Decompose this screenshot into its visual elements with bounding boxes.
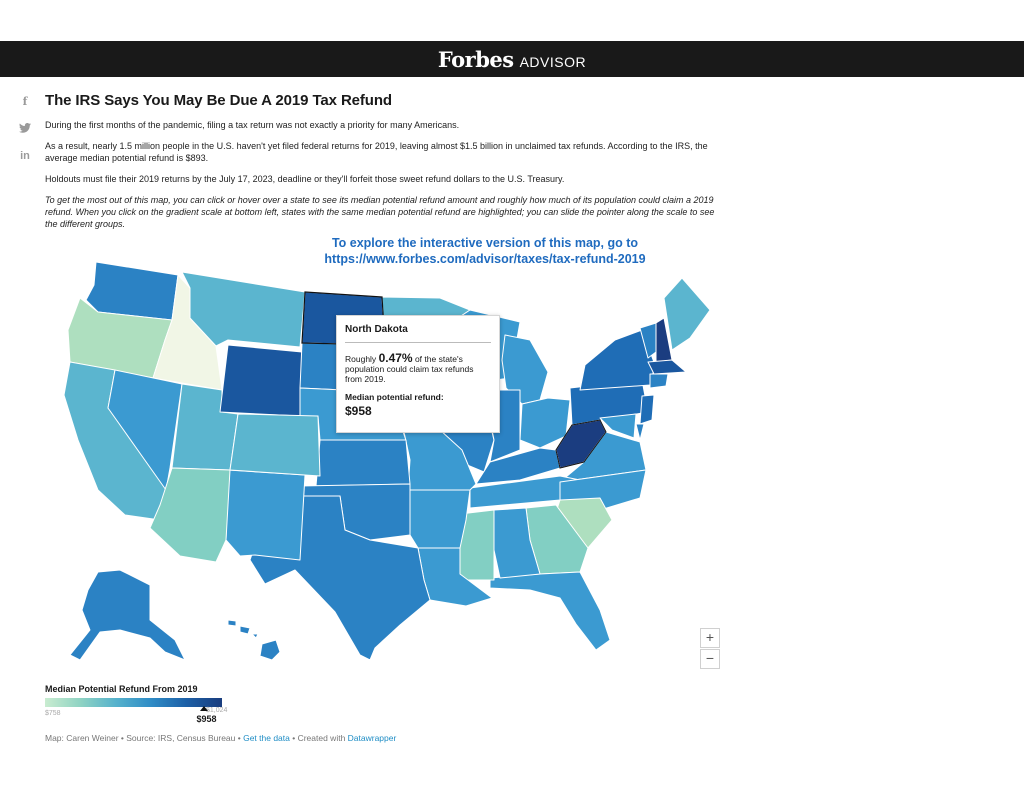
state-wa[interactable] <box>85 261 179 321</box>
brand-main: Forbes <box>437 46 514 72</box>
credits-middle: • Created with <box>289 733 348 743</box>
explore-note: To explore the interactive version of th… <box>300 235 670 267</box>
legend-max-label: $1,024 <box>206 707 228 714</box>
state-ks[interactable] <box>315 439 411 487</box>
state-ar[interactable] <box>407 489 471 549</box>
state-wy[interactable] <box>219 344 303 417</box>
tooltip-text-before: Roughly <box>345 354 379 364</box>
state-ct[interactable] <box>649 373 669 389</box>
paragraph-1: During the first months of the pandemic,… <box>45 120 460 130</box>
state-de[interactable] <box>635 423 645 441</box>
state-ma[interactable] <box>647 359 687 375</box>
state-nm[interactable] <box>225 469 306 561</box>
state-md[interactable] <box>599 413 637 439</box>
twitter-icon[interactable] <box>18 123 32 133</box>
legend-gradient-scale[interactable] <box>45 698 222 707</box>
state-me[interactable] <box>663 277 711 351</box>
legend-min-label: $758 <box>45 710 61 717</box>
state-tooltip: North Dakota Roughly 0.47% of the state'… <box>336 315 500 433</box>
tooltip-percent: 0.47% <box>378 351 413 365</box>
linkedin-glyph: in <box>20 150 30 162</box>
state-nj[interactable] <box>639 394 655 425</box>
paragraph-3: Holdouts must file their 2019 returns by… <box>45 174 565 184</box>
page-title: The IRS Says You May Be Due A 2019 Tax R… <box>45 92 392 109</box>
zoom-out-button[interactable]: − <box>700 649 720 669</box>
legend-pointer[interactable] <box>199 706 208 711</box>
linkedin-icon[interactable]: in <box>18 150 32 162</box>
facebook-glyph: f <box>22 95 28 108</box>
state-az[interactable] <box>149 467 231 563</box>
legend-current-value: $958 <box>196 714 217 724</box>
map-instructions: To get the most out of this map, you can… <box>45 195 715 229</box>
credits-prefix: Map: Caren Weiner • Source: IRS, Census … <box>45 733 244 743</box>
site-header: Forbes ADVISOR <box>0 41 1024 77</box>
map-credits: Map: Caren Weiner • Source: IRS, Census … <box>45 733 396 743</box>
tooltip-refund-label: Median potential refund: <box>345 392 444 402</box>
facebook-icon[interactable]: f <box>18 95 32 108</box>
state-tx[interactable] <box>249 495 431 661</box>
wv-highlight-outline <box>555 419 607 469</box>
tooltip-state-name: North Dakota <box>345 324 491 343</box>
state-ak[interactable] <box>69 569 186 661</box>
tooltip-text-after: of the state's population could claim ta… <box>345 354 474 384</box>
tooltip-population-text: Roughly 0.47% of the state's population … <box>345 351 491 384</box>
tooltip-refund-value: $958 <box>345 404 372 418</box>
state-mo[interactable] <box>403 429 477 491</box>
article: The IRS Says You May Be Due A 2019 Tax R… <box>45 92 725 239</box>
brand-sub: ADVISOR <box>519 53 587 70</box>
datawrapper-link[interactable]: Datawrapper <box>347 733 397 743</box>
zoom-in-button[interactable]: + <box>700 628 720 648</box>
state-fl[interactable] <box>489 571 611 651</box>
explore-url[interactable]: https://www.forbes.com/advisor/taxes/tax… <box>324 252 646 266</box>
legend-title: Median Potential Refund From 2019 <box>45 684 198 694</box>
state-hi[interactable] <box>227 619 281 661</box>
explore-line-1: To explore the interactive version of th… <box>331 236 639 250</box>
paragraph-2: As a result, nearly 1.5 million people i… <box>45 141 708 163</box>
get-the-data-link[interactable]: Get the data <box>243 733 290 743</box>
forbes-advisor-logo[interactable]: Forbes ADVISOR <box>438 47 586 72</box>
state-co[interactable] <box>229 413 321 477</box>
